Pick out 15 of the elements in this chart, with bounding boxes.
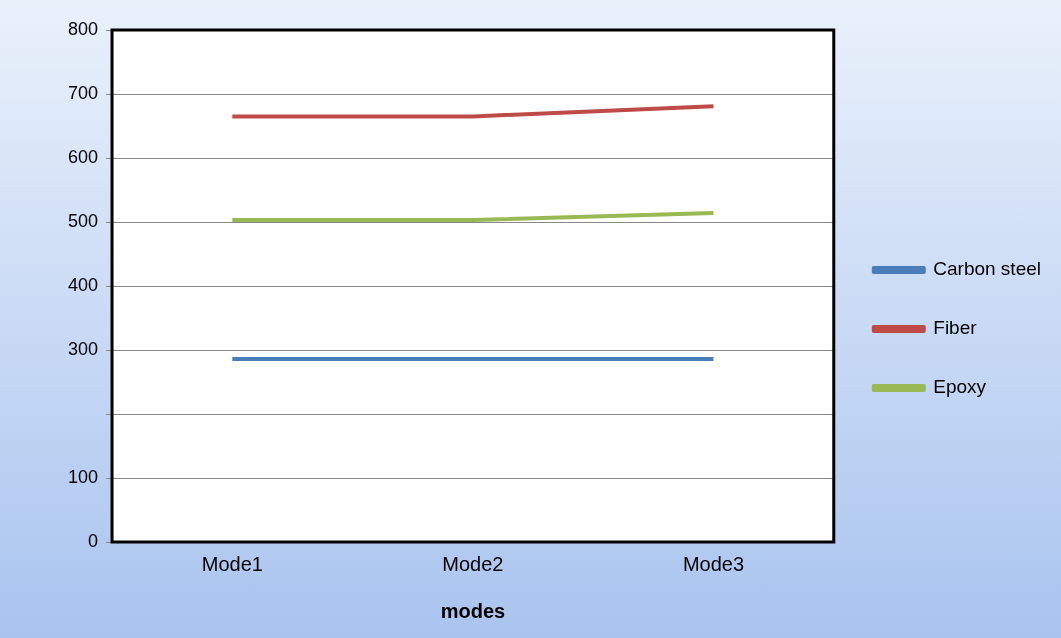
y-tick-label: 700	[67, 82, 99, 103]
legend-label: Carbon steel	[933, 258, 1042, 280]
y-tick-label: 400	[67, 274, 99, 295]
x-tick-label: Mode3	[682, 552, 745, 575]
y-tick-label: 600	[67, 146, 99, 167]
y-tick-label: 0	[88, 530, 99, 551]
legend-label: Fiber	[933, 317, 978, 339]
y-tick-label: 500	[67, 210, 99, 231]
legend-label: Epoxy	[933, 376, 987, 398]
x-tick-label: Mode1	[201, 552, 263, 575]
x-axis-title: modes	[440, 599, 506, 622]
y-tick-label: 300	[67, 338, 99, 359]
y-tick-label: 100	[67, 466, 99, 487]
x-tick-label: Mode2	[442, 552, 504, 575]
y-tick-label: 800	[67, 18, 99, 39]
